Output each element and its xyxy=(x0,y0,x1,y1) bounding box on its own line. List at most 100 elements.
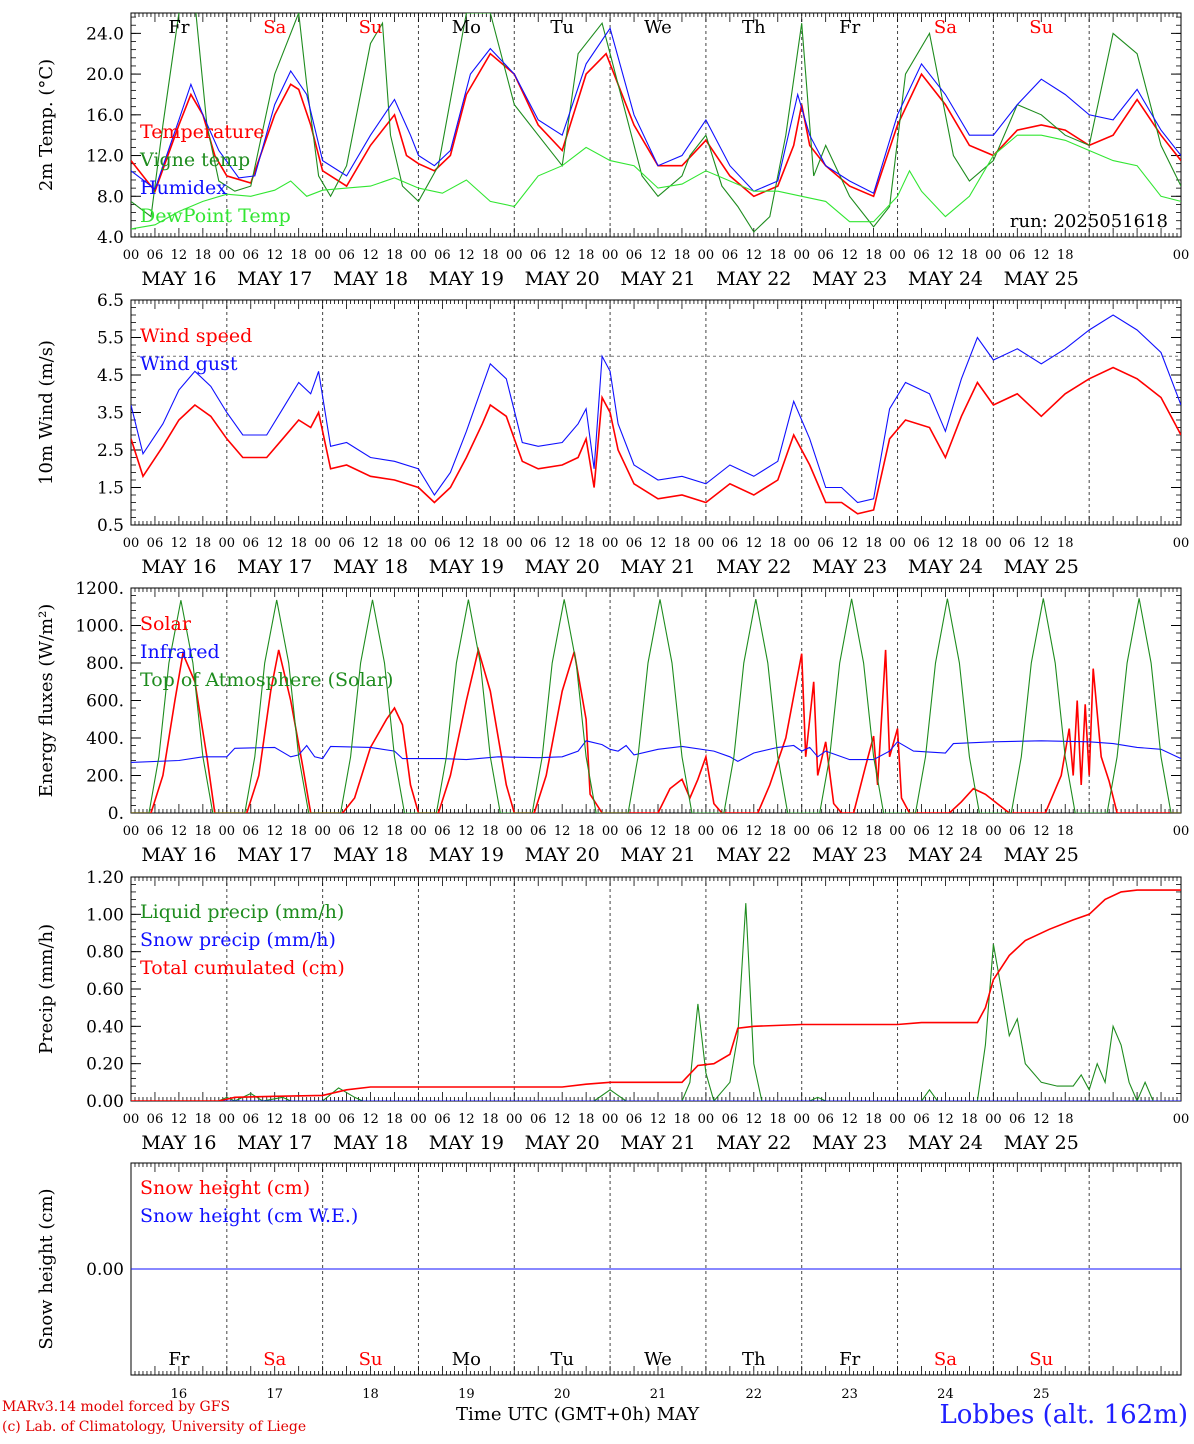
legend-entry: Liquid precip (mm/h) xyxy=(140,901,344,923)
date-label: MAY 24 xyxy=(908,268,983,290)
hour-tick-label: 12 xyxy=(937,248,954,263)
weekday-label: Th xyxy=(742,17,766,38)
hour-tick-label: 12 xyxy=(266,1112,283,1127)
hour-tick-label: 18 xyxy=(386,536,403,551)
date-label: MAY 19 xyxy=(429,556,504,578)
hour-tick-label: 00 xyxy=(1173,824,1190,839)
y-axis-title: Energy fluxes (W/m²) xyxy=(36,604,57,798)
series-line-wind-gust xyxy=(131,314,1181,504)
series-line-temperature xyxy=(131,52,1181,198)
hour-tick-label: 12 xyxy=(746,824,763,839)
hour-tick-label: 18 xyxy=(195,824,212,839)
date-label: MAY 17 xyxy=(237,268,312,290)
legend-entry: Wind speed xyxy=(140,325,252,347)
hour-tick-label: 00 xyxy=(1173,248,1190,263)
hour-tick-label: 06 xyxy=(722,536,739,551)
hour-tick-label: 12 xyxy=(1033,1112,1050,1127)
hour-tick-label: 12 xyxy=(746,536,763,551)
hour-tick-label: 00 xyxy=(314,824,331,839)
hour-tick-label: 12 xyxy=(362,536,379,551)
hour-tick-label: 18 xyxy=(482,248,499,263)
date-label: MAY 22 xyxy=(716,268,791,290)
date-label: MAY 20 xyxy=(525,268,600,290)
date-label: MAY 19 xyxy=(429,844,504,866)
y-tick-label: 400. xyxy=(86,729,124,749)
hour-tick-label: 06 xyxy=(338,824,355,839)
series-line-wind-speed xyxy=(131,366,1181,515)
weekday-label: Su xyxy=(359,17,383,38)
date-label: MAY 22 xyxy=(716,844,791,866)
hour-tick-label: 00 xyxy=(219,536,236,551)
date-label: MAY 16 xyxy=(141,268,216,290)
hour-tick-label: 06 xyxy=(530,536,547,551)
weekday-label: Tu xyxy=(550,1349,574,1370)
hour-tick-label: 12 xyxy=(171,248,188,263)
run-label: run: 2025051618 xyxy=(1010,211,1168,232)
x-ticks xyxy=(130,1163,1182,1375)
hour-tick-label: 06 xyxy=(530,248,547,263)
hour-tick-label: 06 xyxy=(817,1112,834,1127)
hour-tick-label: 06 xyxy=(242,1112,259,1127)
hour-tick-label: 06 xyxy=(147,1112,164,1127)
y-tick-label: 0.20 xyxy=(86,1055,124,1075)
legend-entry: Total cumulated (cm) xyxy=(140,957,345,979)
hour-tick-label: 12 xyxy=(554,824,571,839)
hour-tick-label: 06 xyxy=(1009,1112,1026,1127)
legend-entry: Vigne temp xyxy=(139,149,250,171)
date-label: MAY 25 xyxy=(1004,268,1079,290)
hour-tick-label: 18 xyxy=(578,824,595,839)
y-tick-label: 800. xyxy=(86,654,124,674)
day-number-label: 22 xyxy=(746,1387,763,1402)
hour-tick-label: 18 xyxy=(865,248,882,263)
date-label: MAY 20 xyxy=(525,556,600,578)
hour-tick-label: 00 xyxy=(506,824,523,839)
hour-tick-label: 18 xyxy=(961,1112,978,1127)
day-number-label: 16 xyxy=(171,1387,188,1402)
hour-tick-label: 00 xyxy=(506,536,523,551)
date-label: MAY 21 xyxy=(620,844,695,866)
weekday-label: Fr xyxy=(839,17,860,38)
y-tick-label: 1.20 xyxy=(86,868,124,888)
y-tick-label: 4.5 xyxy=(97,366,124,386)
weekday-label: Fr xyxy=(839,1349,860,1370)
hour-tick-label: 06 xyxy=(147,536,164,551)
y-tick-label: 3.5 xyxy=(97,404,124,424)
legend-entry: Top of Atmosphere (Solar) xyxy=(140,669,393,691)
day-number-label: 21 xyxy=(650,1387,667,1402)
hour-tick-label: 00 xyxy=(314,1112,331,1127)
weekday-label: We xyxy=(644,1349,672,1370)
hour-tick-label: 06 xyxy=(626,248,643,263)
hour-tick-label: 06 xyxy=(434,824,451,839)
legend-entry: Snow height (cm) xyxy=(140,1177,310,1199)
date-label: MAY 18 xyxy=(333,1132,408,1154)
hour-tick-label: 12 xyxy=(650,248,667,263)
hour-tick-label: 12 xyxy=(266,536,283,551)
y-tick-label: 20.0 xyxy=(86,65,124,85)
y-tick-label: 12.0 xyxy=(86,147,124,167)
hour-tick-label: 06 xyxy=(338,536,355,551)
x-ticks xyxy=(130,877,1182,1101)
hour-tick-label: 06 xyxy=(817,248,834,263)
y-tick-label: 0.00 xyxy=(86,1260,124,1280)
hour-tick-label: 12 xyxy=(1033,248,1050,263)
day-number-label: 20 xyxy=(554,1387,571,1402)
hour-tick-label: 18 xyxy=(578,1112,595,1127)
hour-tick-label: 00 xyxy=(698,824,715,839)
hour-tick-label: 06 xyxy=(147,824,164,839)
hour-tick-label: 12 xyxy=(362,1112,379,1127)
weekday-label: Sa xyxy=(934,1349,957,1370)
date-label: MAY 20 xyxy=(525,844,600,866)
hour-tick-label: 06 xyxy=(1009,536,1026,551)
hour-tick-label: 06 xyxy=(530,824,547,839)
y-axis-title: Snow height (cm) xyxy=(36,1188,57,1349)
y-tick-label: 0.80 xyxy=(86,943,124,963)
y-tick-label: 200. xyxy=(86,767,124,787)
hour-tick-label: 06 xyxy=(913,536,930,551)
credit-lab: (c) Lab. of Climatology, University of L… xyxy=(2,1419,307,1435)
x-axis-title: Time UTC (GMT+0h) MAY xyxy=(456,1404,700,1425)
day-number-label: 17 xyxy=(266,1387,283,1402)
date-label: MAY 20 xyxy=(525,1132,600,1154)
hour-tick-label: 00 xyxy=(889,824,906,839)
hour-tick-label: 06 xyxy=(338,1112,355,1127)
y-tick-label: 1200. xyxy=(75,579,124,599)
